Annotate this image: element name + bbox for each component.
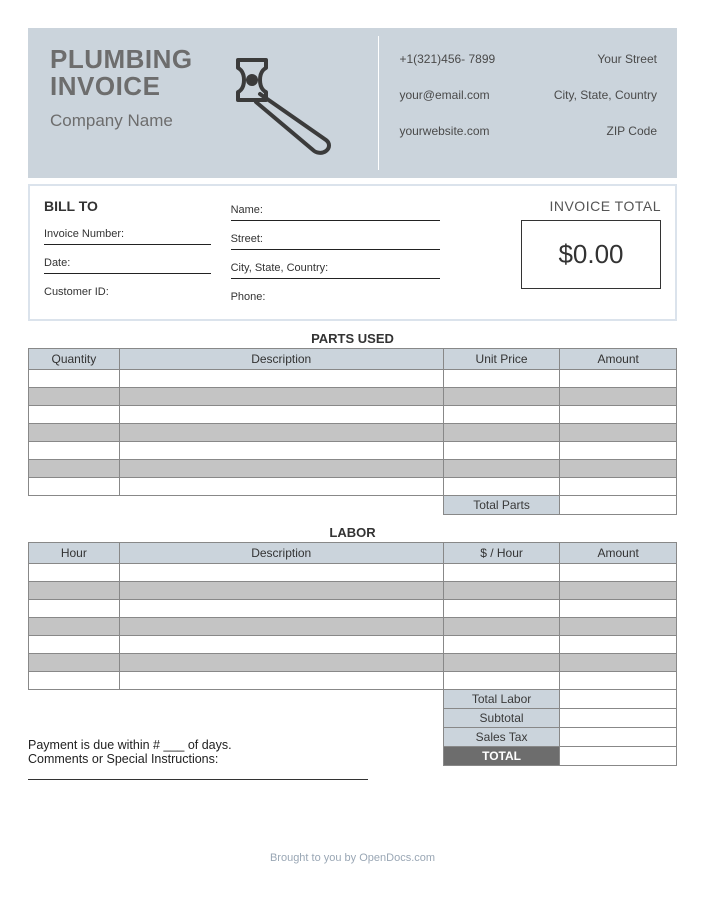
billto-left: BILL TO Invoice Number: Date: Customer I… bbox=[44, 198, 211, 313]
salestax-value bbox=[560, 728, 677, 747]
header-right: +1(321)456- 7899 your@email.com yourwebs… bbox=[379, 28, 677, 178]
parts-col-description: Description bbox=[119, 349, 443, 370]
labor-title: LABOR bbox=[28, 525, 677, 540]
phone-field[interactable]: Phone: bbox=[231, 285, 441, 307]
table-row[interactable] bbox=[29, 618, 677, 636]
table-row[interactable] bbox=[29, 370, 677, 388]
total-labor-label: Total Labor bbox=[443, 690, 560, 709]
table-row[interactable] bbox=[29, 442, 677, 460]
table-row[interactable] bbox=[29, 388, 677, 406]
parts-col-amount: Amount bbox=[560, 349, 677, 370]
invoice-total-label: INVOICE TOTAL bbox=[460, 198, 661, 214]
header: PLUMBING INVOICE Company Name +1(321)456… bbox=[28, 28, 677, 178]
table-row[interactable] bbox=[29, 636, 677, 654]
grand-total-label: TOTAL bbox=[443, 747, 560, 766]
total-parts-label: Total Parts bbox=[443, 496, 560, 515]
city-field[interactable]: City, State, Country: bbox=[231, 256, 441, 279]
billto-heading: BILL TO bbox=[44, 198, 211, 214]
zip: ZIP Code bbox=[554, 124, 657, 138]
email: your@email.com bbox=[399, 88, 495, 102]
total-labor-value bbox=[560, 690, 677, 709]
street-field[interactable]: Street: bbox=[231, 227, 441, 250]
labor-col-rate: $ / Hour bbox=[443, 543, 560, 564]
billto-mid: Name: Street: City, State, Country: Phon… bbox=[231, 198, 441, 313]
table-row[interactable] bbox=[29, 564, 677, 582]
address-col: Your Street City, State, Country ZIP Cod… bbox=[554, 52, 657, 160]
name-field[interactable]: Name: bbox=[231, 198, 441, 221]
table-row[interactable] bbox=[29, 582, 677, 600]
parts-col-quantity: Quantity bbox=[29, 349, 120, 370]
wrench-icon bbox=[208, 52, 348, 162]
street: Your Street bbox=[554, 52, 657, 66]
table-row[interactable] bbox=[29, 654, 677, 672]
parts-table: Quantity Description Unit Price Amount T… bbox=[28, 348, 677, 515]
payment-terms: Payment is due within # ___ of days. bbox=[28, 738, 430, 752]
grand-total-value bbox=[560, 747, 677, 766]
table-row[interactable] bbox=[29, 460, 677, 478]
header-left: PLUMBING INVOICE Company Name bbox=[28, 28, 378, 178]
salestax-label: Sales Tax bbox=[443, 728, 560, 747]
labor-col-amount: Amount bbox=[560, 543, 677, 564]
table-row[interactable] bbox=[29, 424, 677, 442]
city: City, State, Country bbox=[554, 88, 657, 102]
date-field[interactable]: Date: bbox=[44, 251, 211, 274]
subtotal-value bbox=[560, 709, 677, 728]
website: yourwebsite.com bbox=[399, 124, 495, 138]
billto-section: BILL TO Invoice Number: Date: Customer I… bbox=[28, 184, 677, 321]
labor-body: Total Labor Subtotal Sales Tax TOTAL bbox=[29, 564, 677, 766]
notes: Payment is due within # ___ of days. Com… bbox=[28, 738, 430, 780]
parts-title: PARTS USED bbox=[28, 331, 677, 346]
billto-right: INVOICE TOTAL $0.00 bbox=[460, 198, 661, 313]
labor-col-hour: Hour bbox=[29, 543, 120, 564]
parts-body: Total Parts bbox=[29, 370, 677, 515]
total-parts-value bbox=[560, 496, 677, 515]
invoice-number-field[interactable]: Invoice Number: bbox=[44, 222, 211, 245]
table-row[interactable] bbox=[29, 672, 677, 690]
customer-id-field[interactable]: Customer ID: bbox=[44, 280, 211, 302]
table-row[interactable] bbox=[29, 478, 677, 496]
table-row[interactable] bbox=[29, 406, 677, 424]
invoice-total-value: $0.00 bbox=[521, 220, 661, 289]
comments-line[interactable]: Comments or Special Instructions: bbox=[28, 752, 430, 780]
labor-col-description: Description bbox=[119, 543, 443, 564]
phone: +1(321)456- 7899 bbox=[399, 52, 495, 66]
parts-col-unitprice: Unit Price bbox=[443, 349, 560, 370]
labor-table: Hour Description $ / Hour Amount Total L… bbox=[28, 542, 677, 766]
table-row[interactable] bbox=[29, 600, 677, 618]
contact-col: +1(321)456- 7899 your@email.com yourwebs… bbox=[399, 52, 495, 160]
footer: Brought to you by OpenDocs.com bbox=[28, 852, 677, 864]
subtotal-label: Subtotal bbox=[443, 709, 560, 728]
